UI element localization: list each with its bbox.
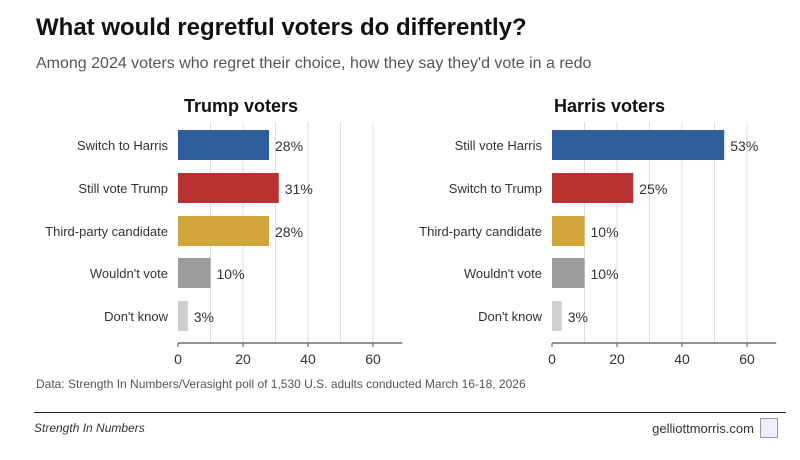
data-label: 28% (275, 138, 303, 154)
category-label: Third-party candidate (45, 224, 168, 239)
capitol-icon (760, 418, 778, 438)
x-tick-label: 40 (674, 351, 690, 367)
data-label: 10% (591, 266, 619, 282)
data-label: 25% (639, 181, 667, 197)
bar (552, 258, 585, 288)
data-label: 3% (568, 309, 588, 325)
data-label: 3% (194, 309, 214, 325)
category-label: Don't know (104, 309, 169, 324)
footer-site: gelliottmorris.com (652, 421, 754, 436)
panel-title: Harris voters (554, 96, 665, 116)
bar (552, 301, 562, 331)
x-tick-label: 60 (365, 351, 381, 367)
data-label: 10% (217, 266, 245, 282)
bar (178, 258, 211, 288)
category-label: Third-party candidate (419, 224, 542, 239)
data-label: 10% (591, 224, 619, 240)
data-label: 31% (285, 181, 313, 197)
bar (178, 301, 188, 331)
panel-title: Trump voters (184, 96, 298, 116)
category-label: Switch to Harris (77, 138, 169, 153)
category-label: Still vote Trump (78, 181, 168, 196)
x-tick-label: 40 (300, 351, 316, 367)
category-label: Don't know (478, 309, 543, 324)
bar (552, 130, 725, 160)
bar (178, 216, 269, 246)
bar (178, 130, 269, 160)
footer-divider (34, 412, 786, 413)
bar (178, 173, 279, 203)
footer-brand: Strength In Numbers (34, 421, 145, 435)
x-tick-label: 20 (235, 351, 251, 367)
x-tick-label: 20 (609, 351, 625, 367)
x-tick-label: 0 (548, 351, 556, 367)
source-note: Data: Strength In Numbers/Verasight poll… (36, 377, 526, 391)
category-label: Wouldn't vote (464, 266, 542, 281)
bar (552, 216, 585, 246)
x-tick-label: 0 (174, 351, 182, 367)
data-label: 28% (275, 224, 303, 240)
data-label: 53% (730, 138, 758, 154)
category-label: Still vote Harris (455, 138, 543, 153)
chart-title: What would regretful voters do different… (36, 14, 527, 41)
bar (552, 173, 634, 203)
category-label: Wouldn't vote (90, 266, 168, 281)
x-tick-label: 60 (739, 351, 755, 367)
chart-subtitle: Among 2024 voters who regret their choic… (36, 55, 592, 72)
category-label: Switch to Trump (449, 181, 542, 196)
